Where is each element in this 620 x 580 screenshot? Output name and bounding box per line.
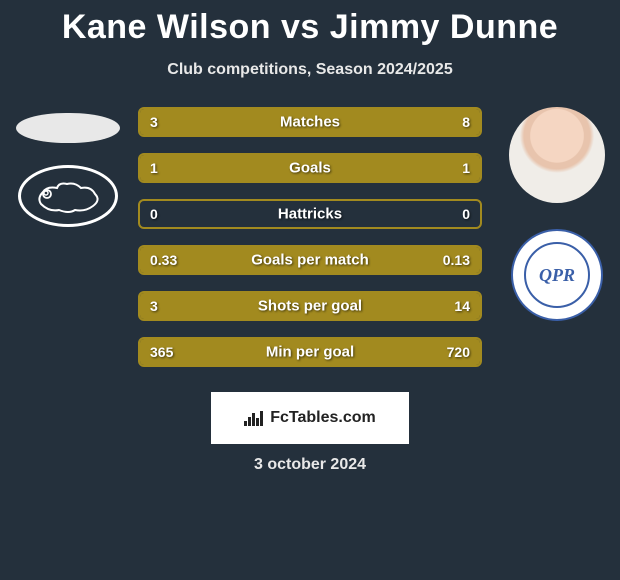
player-left-avatar [16, 113, 120, 143]
page-subtitle: Club competitions, Season 2024/2025 [0, 61, 620, 79]
stat-label: Shots per goal [140, 298, 480, 315]
stat-label: Matches [140, 114, 480, 131]
stat-label: Min per goal [140, 344, 480, 361]
stat-row: 00Hattricks [138, 199, 482, 229]
footer-date: 3 october 2024 [0, 456, 620, 474]
stat-label: Hattricks [140, 206, 480, 223]
player-left-column [8, 107, 128, 227]
player-right-column: QPR [502, 107, 612, 321]
brand-text: FcTables.com [270, 409, 376, 427]
ram-icon [35, 180, 103, 216]
club-badge-qpr: QPR [511, 229, 603, 321]
stat-bars: 38Matches 11Goals 00Hattricks 0.330.13Goals… [138, 107, 482, 383]
stat-row: 11Goals [138, 153, 482, 183]
brand-icon [244, 410, 264, 426]
player-right-avatar [509, 107, 605, 203]
stat-label: Goals per match [140, 252, 480, 269]
stat-row: 365720Min per goal [138, 337, 482, 367]
stat-row: 314Shots per goal [138, 291, 482, 321]
stat-label: Goals [140, 160, 480, 177]
page-title: Kane Wilson vs Jimmy Dunne [0, 0, 620, 47]
brand-box: FcTables.com [211, 392, 409, 444]
stat-row: 0.330.13Goals per match [138, 245, 482, 275]
qpr-monogram: QPR [524, 242, 590, 308]
club-badge-derby [18, 165, 118, 227]
stat-row: 38Matches [138, 107, 482, 137]
